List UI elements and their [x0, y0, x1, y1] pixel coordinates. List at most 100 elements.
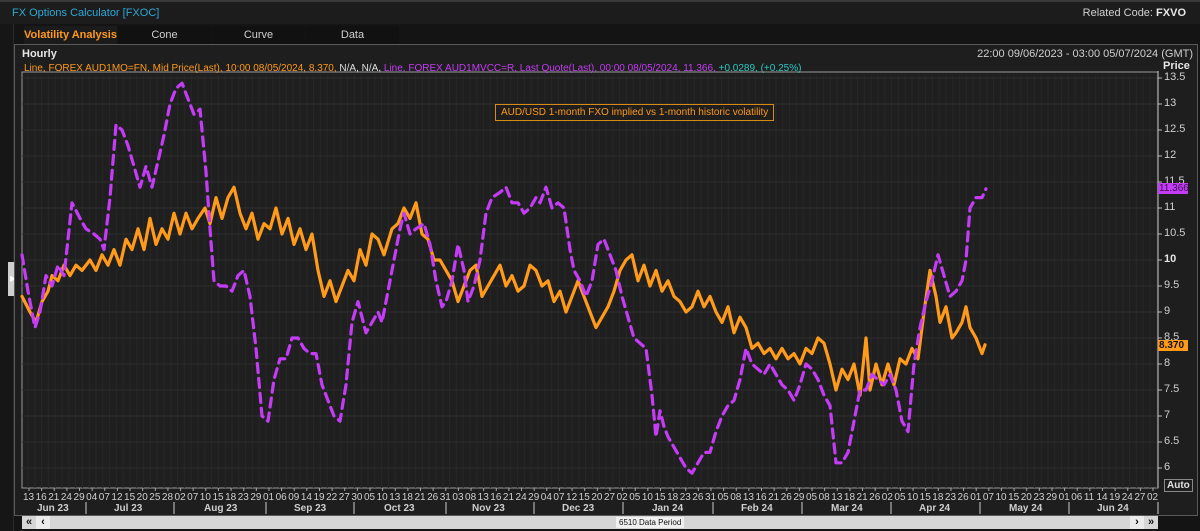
y-tick-label: 9.5 — [1164, 279, 1180, 291]
interval-label[interactable]: Hourly — [22, 48, 57, 60]
x-tick-label: 01 — [970, 492, 982, 503]
x-tick-label: 08 — [818, 492, 830, 503]
x-tick-label: 26 — [427, 492, 439, 503]
plot-area — [21, 71, 1159, 489]
related-code[interactable]: Related Code: FXVO — [1083, 7, 1186, 19]
x-tick-label: 06 — [275, 492, 287, 503]
scroll-last-button[interactable]: » — [1147, 516, 1155, 528]
x-month-label: Jul 23 — [114, 503, 143, 514]
x-tick-label: 20 — [1020, 492, 1032, 503]
x-tick-label: 05 — [894, 492, 906, 503]
x-tick-label: 15 — [124, 492, 136, 503]
date-range: 22:00 09/06/2023 - 03:00 05/07/2024 (GMT… — [977, 48, 1193, 60]
x-tick-label: 13 — [389, 492, 401, 503]
legend-series-historic[interactable]: Line, FOREX AUD1MVCC=R, Last Quote(Last)… — [381, 63, 716, 74]
x-tick-label: 18 — [401, 492, 413, 503]
chart-title-annotation[interactable]: AUD/USD 1-month FXO implied vs 1-month h… — [495, 104, 775, 121]
x-tick-label: 18 — [667, 492, 679, 503]
x-tick-label: 18 — [932, 492, 944, 503]
data-period-label: 6510 Data Period — [616, 517, 685, 528]
x-tick-label: 12 — [566, 492, 578, 503]
x-tick-label: 07 — [982, 492, 994, 503]
x-tick-label: 22 — [326, 492, 338, 503]
x-tick-label: 04 — [540, 492, 552, 503]
auto-scale-button[interactable]: Auto — [1164, 479, 1193, 492]
x-tick-label: 01 — [262, 492, 275, 503]
legend-series-implied[interactable]: Line, FOREX AUD1MO=FN, Mid Price(Last), … — [24, 63, 337, 74]
tab-volatility-analysis[interactable]: Volatility Analysis — [24, 26, 117, 44]
x-tick-label: 09 — [288, 492, 300, 503]
x-tick-label: 14 — [300, 492, 312, 503]
implied-vol-line[interactable] — [20, 185, 987, 397]
y-tick-label: 10.5 — [1164, 227, 1186, 239]
x-month-label: Feb 24 — [741, 503, 773, 514]
x-tick-label: 24 — [515, 492, 527, 503]
x-tick-label: 02 — [616, 492, 628, 503]
x-tick-label: 10 — [376, 492, 388, 503]
y-tick-label: 12 — [1164, 149, 1177, 161]
x-tick-label: 13 — [831, 492, 843, 503]
x-tick-label: 25 — [149, 492, 161, 503]
legend-na: N/A, N/A, — [336, 63, 382, 74]
x-tick-label: 15 — [1008, 492, 1020, 503]
last-value-tag-implied: 8.370 — [1158, 339, 1188, 351]
tab-data[interactable]: Data — [306, 26, 399, 44]
x-tick-label: 15 — [578, 492, 590, 503]
x-tick-label: 31 — [439, 492, 451, 503]
x-tick-label: 30 — [351, 492, 363, 503]
x-tick-label: 23 — [944, 492, 957, 503]
x-tick-label: 29 — [793, 492, 805, 503]
y-tick-label: 10 — [1164, 253, 1177, 265]
time-scrollbar[interactable]: « ‹ 6510 Data Period › » — [22, 516, 1158, 529]
x-tick-label: 07 — [553, 492, 565, 503]
x-tick-label: 10 — [199, 492, 211, 503]
x-tick-label: 20 — [591, 492, 603, 503]
x-tick-label: 27 — [1134, 492, 1146, 503]
tab-cone[interactable]: Cone — [118, 26, 211, 44]
app-title: FX Options Calculator [FXOC] — [12, 7, 160, 19]
x-tick-label: 07 — [187, 492, 199, 503]
x-tick-label: 29 — [528, 492, 540, 503]
legend-change: +0.0289, (+0.25%) — [715, 63, 802, 74]
x-month-label: Nov 23 — [472, 503, 505, 514]
x-tick-label: 26 — [957, 492, 969, 503]
expand-panel-handle[interactable]: ▶ — [8, 262, 16, 296]
x-tick-label: 21 — [414, 492, 426, 503]
x-tick-label: 10 — [641, 492, 653, 503]
x-tick-label: 26 — [780, 492, 792, 503]
x-tick-label: 05 — [717, 492, 729, 503]
x-tick-label: 16 — [755, 492, 767, 503]
x-tick-label: 20 — [136, 492, 148, 503]
x-month-label: Apr 24 — [919, 503, 951, 514]
x-month-label: Oct 23 — [384, 503, 415, 514]
x-tick-label: 02 — [1147, 492, 1159, 503]
x-month-label: Dec 23 — [562, 503, 595, 514]
x-tick-label: 29 — [1045, 492, 1058, 503]
x-tick-label: 16 — [490, 492, 502, 503]
x-tick-label: 21 — [48, 492, 60, 503]
x-tick-label: 13 — [477, 492, 489, 503]
y-tick-label: 12.5 — [1164, 123, 1186, 135]
x-month-label: Sep 23 — [294, 503, 327, 514]
tab-curve[interactable]: Curve — [212, 26, 305, 44]
x-tick-label: 07 — [98, 492, 110, 503]
scroll-prev-button[interactable]: ‹ — [36, 516, 50, 529]
scroll-first-button[interactable]: « — [25, 516, 33, 528]
x-month-label: Jun 23 — [37, 503, 69, 514]
x-month-label: Jan 24 — [652, 503, 684, 514]
x-tick-label: 05 — [629, 492, 641, 503]
x-tick-label: 10 — [907, 492, 919, 503]
x-tick-label: 23 — [1033, 492, 1045, 503]
y-tick-label: 11 — [1164, 201, 1176, 213]
scroll-next-button[interactable]: › — [1130, 516, 1144, 529]
x-tick-label: 11 — [1083, 492, 1095, 503]
x-month-label: Mar 24 — [831, 503, 863, 514]
x-tick-label: 21 — [856, 492, 868, 503]
x-tick-label: 08 — [730, 492, 742, 503]
y-tick-label: 7 — [1164, 409, 1171, 421]
historic-vol-line[interactable] — [20, 81, 988, 475]
related-code-value[interactable]: FXVO — [1156, 7, 1186, 19]
tab-bar: Volatility Analysis Cone Curve Data — [24, 26, 400, 44]
